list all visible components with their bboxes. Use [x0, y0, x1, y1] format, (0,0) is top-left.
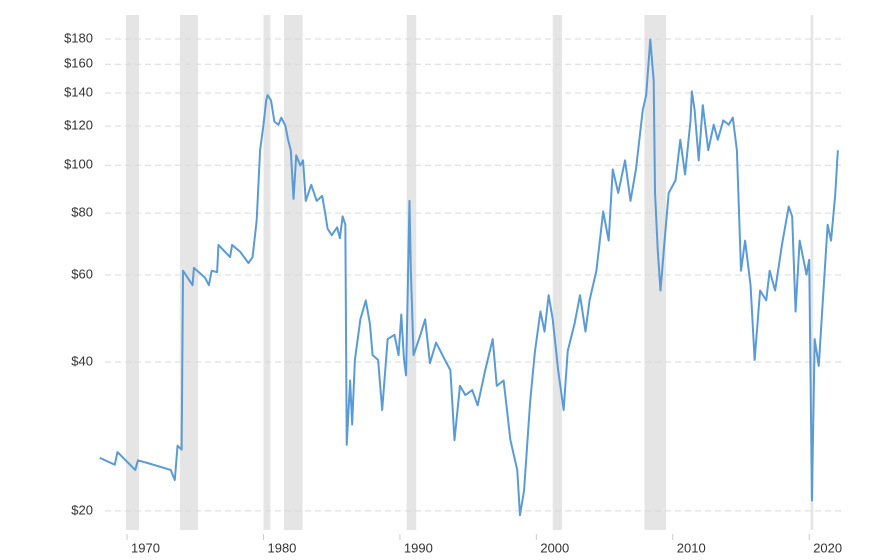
- y-tick-label: $180: [64, 30, 93, 45]
- x-tick-label: 1980: [267, 540, 296, 555]
- plot: [99, 38, 839, 517]
- recession-band: [125, 15, 139, 530]
- recession-band: [644, 15, 666, 530]
- recession-band: [263, 15, 271, 530]
- x-tick-label: 1970: [131, 540, 160, 555]
- x-tick-label: 2020: [813, 540, 842, 555]
- recession-band: [283, 15, 303, 530]
- y-tick-label: $140: [64, 84, 93, 99]
- y-tick-label: $120: [64, 118, 93, 133]
- y-tick-label: $160: [64, 56, 93, 71]
- recession-bands: [125, 15, 814, 530]
- x-tick-label: 1990: [404, 540, 433, 555]
- y-tick-label: $20: [71, 502, 93, 517]
- y-tick-label: $80: [71, 205, 93, 220]
- y-tick-label: $40: [71, 353, 93, 368]
- recession-band: [179, 15, 199, 530]
- y-tick-label: $100: [64, 157, 93, 172]
- recession-band: [810, 15, 814, 530]
- recession-band: [552, 15, 562, 530]
- y-tick-label: $60: [71, 266, 93, 281]
- grid: [105, 38, 844, 512]
- x-tick-label: 2010: [677, 540, 706, 555]
- price-line: [99, 38, 839, 517]
- axes: $20 $40 $60 $80 $100 $120 $140 $160 $180 1970 1980…: [64, 30, 842, 555]
- x-tick-label: 2000: [540, 540, 569, 555]
